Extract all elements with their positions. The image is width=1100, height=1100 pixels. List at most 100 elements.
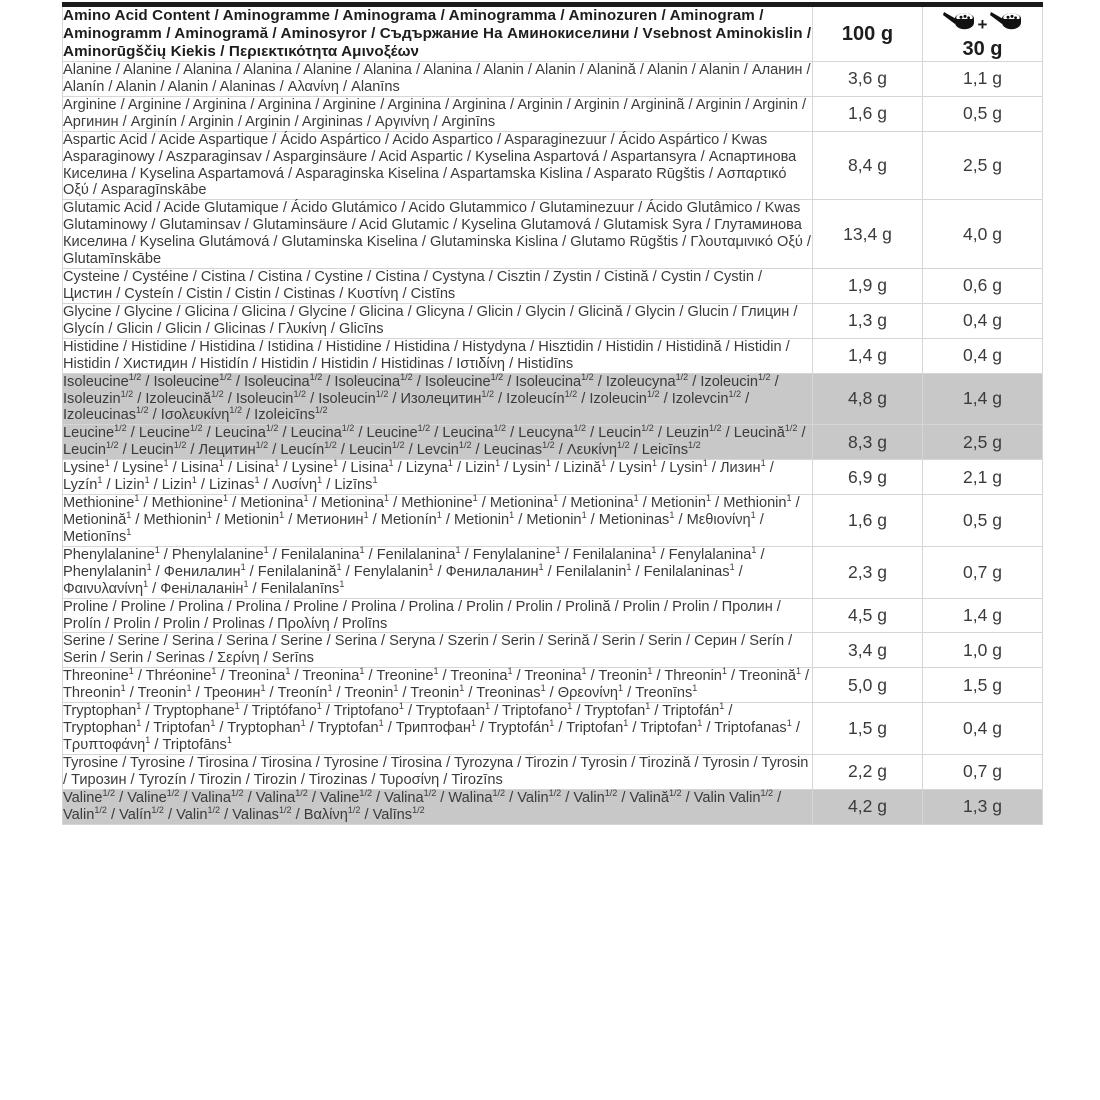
footnote-marker: 1/2 <box>757 371 771 382</box>
table-row: Aspartic Acid / Acide Aspartique / Ácido… <box>62 130 1043 201</box>
footnote-marker: 1 <box>223 493 229 504</box>
footnote-marker: 1/2 <box>490 371 504 382</box>
value-per-100g: 4,5 g <box>812 597 923 634</box>
footnote-marker: 1/2 <box>481 388 494 399</box>
footnote-marker: 1 <box>455 544 461 555</box>
footnote-marker: 1/2 <box>548 787 562 798</box>
footnote-marker: 1 <box>472 493 478 504</box>
footnote-marker: 1 <box>300 718 306 729</box>
footnote-marker: 1/2 <box>265 423 279 434</box>
value-per-100g: 1,6 g <box>812 494 923 547</box>
footnote-marker: 1 <box>339 578 345 589</box>
footnote-marker: 1/2 <box>315 405 328 416</box>
footnote-marker: 1 <box>692 683 698 694</box>
footnote-marker: 1 <box>303 493 309 504</box>
table-row: Arginine / Arginine / Arginina / Arginin… <box>62 95 1043 132</box>
footnote-marker: 1/2 <box>417 423 431 434</box>
table-header: Amino Acid Content / Aminogramme / Amino… <box>62 2 1043 62</box>
footnote-marker: 1 <box>601 458 607 469</box>
footnote-marker: 1 <box>143 578 149 589</box>
footnote-marker: 1/2 <box>391 440 405 451</box>
footnote-marker: 1 <box>702 458 708 469</box>
footnote-marker: 1/2 <box>293 388 307 399</box>
footnote-marker: 1 <box>336 561 342 572</box>
footnote-marker: 1/2 <box>675 371 689 382</box>
value-per-serving: 1,1 g <box>922 61 1043 97</box>
footnote-marker: 1 <box>538 561 544 572</box>
amino-acid-names: Proline / Proline / Prolina / Prolina / … <box>62 597 813 634</box>
footnote-marker: 1 <box>234 701 240 712</box>
footnote-marker: 1 <box>136 701 142 712</box>
table-row: Proline / Proline / Prolina / Prolina / … <box>62 597 1043 634</box>
footnote-marker: 1 <box>186 683 192 694</box>
value-per-serving: 0,4 g <box>922 302 1043 339</box>
value-per-100g: 3,6 g <box>812 61 923 97</box>
footnote-marker: 1/2 <box>375 388 389 399</box>
amino-acid-table: Amino Acid Content / Aminogramme / Amino… <box>62 2 1043 825</box>
table-row: Phenylalanine1 / Phenylalanine1 / Fenila… <box>62 544 1043 599</box>
value-per-serving: 2,1 g <box>922 459 1043 496</box>
footnote-marker: 1 <box>495 458 501 469</box>
footnote-marker: 1 <box>134 493 140 504</box>
footnote-marker: 1/2 <box>784 423 798 434</box>
header-100g: 100 g <box>812 2 923 62</box>
amino-acid-names: Phenylalanine1 / Phenylalanine1 / Fenila… <box>62 544 813 599</box>
footnote-marker: 1/2 <box>173 440 187 451</box>
footnote-marker: 1/2 <box>573 423 587 434</box>
footnote-marker: 1 <box>384 493 390 504</box>
footnote-marker: 1/2 <box>278 804 292 815</box>
header-row: Amino Acid Content / Aminogramme / Amino… <box>62 2 1043 62</box>
table-row: Histidine / Histidine / Histidina / Isti… <box>62 337 1043 374</box>
footnote-marker: 1 <box>274 458 280 469</box>
footnote-marker: 1 <box>136 718 142 729</box>
footnote-marker: 1 <box>645 701 651 712</box>
footnote-marker: 1 <box>316 701 322 712</box>
footnote-marker: 1 <box>359 544 365 555</box>
footnote-marker: 1/2 <box>688 440 701 451</box>
footnote-marker: 1 <box>372 475 378 486</box>
value-per-100g: 6,9 g <box>812 459 923 496</box>
footnote-marker: 1/2 <box>458 440 472 451</box>
table-row: Lysine1 / Lysine1 / Lisina1 / Lisina1 / … <box>62 458 1043 496</box>
footnote-marker: 1 <box>750 510 756 521</box>
footnote-marker: 1 <box>398 701 404 712</box>
footnote-marker: 1 <box>618 683 624 694</box>
value-per-100g: 4,2 g <box>812 788 923 825</box>
footnote-marker: 1 <box>126 510 132 521</box>
footnote-marker: 1 <box>327 683 333 694</box>
table-row: Serine / Serine / Serina / Serina / Seri… <box>62 632 1043 669</box>
footnote-marker: 1 <box>128 666 134 677</box>
footnote-marker: 1 <box>333 458 339 469</box>
footnote-marker: 1 <box>363 510 369 521</box>
footnote-marker: 1 <box>549 718 555 729</box>
footnote-marker: 1 <box>760 458 766 469</box>
value-per-serving: 0,6 g <box>922 268 1043 304</box>
footnote-marker: 1/2 <box>493 423 507 434</box>
value-per-serving: 0,5 g <box>922 95 1043 132</box>
value-per-100g: 4,8 g <box>812 372 923 426</box>
footnote-marker: 1 <box>191 475 197 486</box>
footnote-marker: 1 <box>243 578 249 589</box>
footnote-marker: 1/2 <box>166 787 180 798</box>
value-per-100g: 3,4 g <box>812 632 923 669</box>
footnote-marker: 1 <box>240 561 246 572</box>
footnote-marker: 1 <box>647 666 653 677</box>
footnote-marker: 1 <box>545 458 551 469</box>
value-per-serving: 0,4 g <box>922 337 1043 374</box>
amino-acid-names: Threonine1 / Thréonine1 / Treonina1 / Tr… <box>62 666 813 704</box>
scoop-icon <box>942 9 976 40</box>
footnote-marker: 1/2 <box>542 440 555 451</box>
table-row: Tyrosine / Tyrosine / Tirosina / Tirosin… <box>62 753 1043 790</box>
footnote-marker: 1 <box>719 701 725 712</box>
footnote-marker: 1 <box>795 666 801 677</box>
footnote-marker: 1/2 <box>295 787 308 798</box>
footnote-marker: 1 <box>393 683 399 694</box>
footnote-marker: 1 <box>485 701 491 712</box>
value-per-100g: 1,3 g <box>812 302 923 339</box>
footnote-marker: 1 <box>317 475 323 486</box>
amino-acid-names: Glutamic Acid / Acide Glutamique / Ácido… <box>62 199 813 270</box>
footnote-marker: 1 <box>146 561 152 572</box>
footnote-marker: 1 <box>540 683 546 694</box>
footnote-marker: 1/2 <box>359 787 372 798</box>
value-per-serving: 1,5 g <box>922 667 1043 704</box>
